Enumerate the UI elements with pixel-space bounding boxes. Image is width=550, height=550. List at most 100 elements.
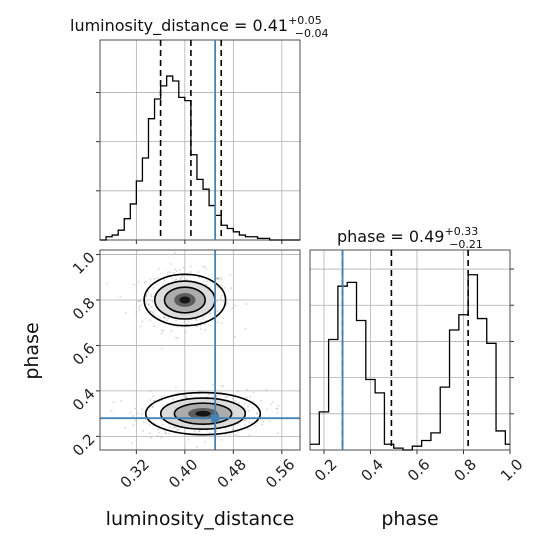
sample-point	[224, 434, 227, 436]
sample-point	[150, 305, 153, 308]
phase-hist-frame	[309, 249, 511, 451]
sample-point	[151, 300, 154, 303]
sample-point	[152, 395, 155, 398]
sample-point	[142, 430, 145, 432]
sample-point	[208, 286, 211, 288]
sample-point	[216, 278, 219, 280]
sample-point	[221, 294, 223, 297]
sample-point	[275, 407, 278, 410]
sample-point	[199, 328, 202, 330]
sample-point	[174, 268, 176, 271]
sample-point	[189, 271, 192, 273]
density-contour	[144, 391, 262, 436]
sample-point	[238, 401, 241, 404]
sample-point	[157, 431, 160, 434]
sample-point	[151, 311, 154, 313]
sample-point	[185, 395, 188, 397]
sample-point	[157, 428, 160, 431]
sample-point	[171, 277, 174, 280]
x-axis-label-phase: phase	[381, 508, 438, 530]
sample-point	[181, 275, 183, 278]
sample-point	[178, 428, 180, 431]
sample-point	[256, 412, 259, 415]
sample-point	[244, 327, 247, 330]
sample-point	[199, 324, 202, 327]
sample-point	[276, 408, 279, 410]
luminosity-distance-histogram-step	[100, 75, 300, 241]
sample-point	[199, 321, 202, 324]
y-tick-label-phase: 0.2	[69, 430, 99, 460]
sample-point	[204, 283, 207, 286]
sample-point	[211, 394, 214, 396]
sample-point	[134, 419, 137, 422]
sample-point	[243, 402, 246, 405]
sample-point	[151, 406, 154, 409]
sample-point	[230, 287, 233, 290]
sample-point	[221, 284, 223, 287]
density-contour	[173, 402, 233, 425]
sample-point	[170, 329, 173, 332]
sample-point	[152, 313, 155, 316]
sample-point	[142, 421, 145, 424]
sample-point	[246, 388, 248, 391]
sample-point	[208, 313, 211, 315]
sample-point	[238, 435, 241, 438]
joint-posterior-panel: 0.32 0.40 0.48 0.56 0.2 0.4 0.6 0.8 1.0	[69, 248, 301, 492]
sample-point	[247, 409, 250, 412]
sample-point	[166, 273, 169, 276]
sample-point	[162, 329, 165, 332]
sample-point	[251, 406, 254, 409]
sample-point	[270, 403, 273, 406]
sample-point	[222, 299, 224, 302]
sample-point	[235, 434, 238, 436]
sample-point	[174, 252, 177, 254]
sample-point	[167, 317, 170, 319]
sample-point	[175, 386, 177, 389]
sample-point	[147, 290, 149, 293]
sample-point	[262, 420, 265, 423]
sample-point	[138, 300, 141, 302]
joint-panel-frame	[99, 249, 301, 451]
sample-point	[244, 419, 247, 422]
sample-point	[152, 311, 155, 314]
x-axis-label-luminosity-distance: luminosity_distance	[106, 508, 295, 530]
sample-point	[167, 271, 170, 274]
sample-point	[134, 407, 136, 410]
sample-point	[179, 278, 182, 281]
sample-point	[169, 426, 172, 429]
sample-point	[157, 277, 159, 280]
sample-point	[135, 311, 138, 314]
sample-point	[247, 427, 249, 430]
x-tick-label-phase: 1.0	[497, 455, 527, 485]
sample-point	[156, 434, 159, 437]
sample-point	[242, 419, 245, 422]
sample-point	[232, 397, 234, 400]
sample-point	[224, 396, 227, 399]
sample-point	[124, 426, 127, 429]
sample-point	[138, 309, 141, 312]
sample-point	[148, 307, 151, 310]
sample-point	[229, 274, 232, 276]
sample-point	[220, 297, 223, 299]
sample-point	[176, 325, 179, 328]
sample-point	[226, 396, 229, 399]
sample-point	[252, 391, 255, 394]
sample-point	[175, 319, 177, 322]
phase-hist-title: phase = 0.49+0.33 −0.21	[337, 225, 483, 251]
sample-point	[252, 400, 255, 403]
x-tick-label-phase: 0.2	[311, 455, 341, 485]
sample-point	[151, 405, 154, 408]
sample-point	[169, 271, 172, 274]
sample-point	[162, 316, 165, 319]
sample-point	[149, 278, 152, 280]
sample-point	[198, 430, 200, 432]
sample-point	[183, 320, 186, 323]
sample-point	[201, 265, 204, 268]
sample-point	[141, 320, 144, 323]
sample-point	[205, 395, 208, 398]
sample-point	[141, 413, 143, 416]
sample-point	[150, 293, 153, 296]
sample-point	[187, 320, 190, 323]
sample-point	[164, 431, 167, 434]
